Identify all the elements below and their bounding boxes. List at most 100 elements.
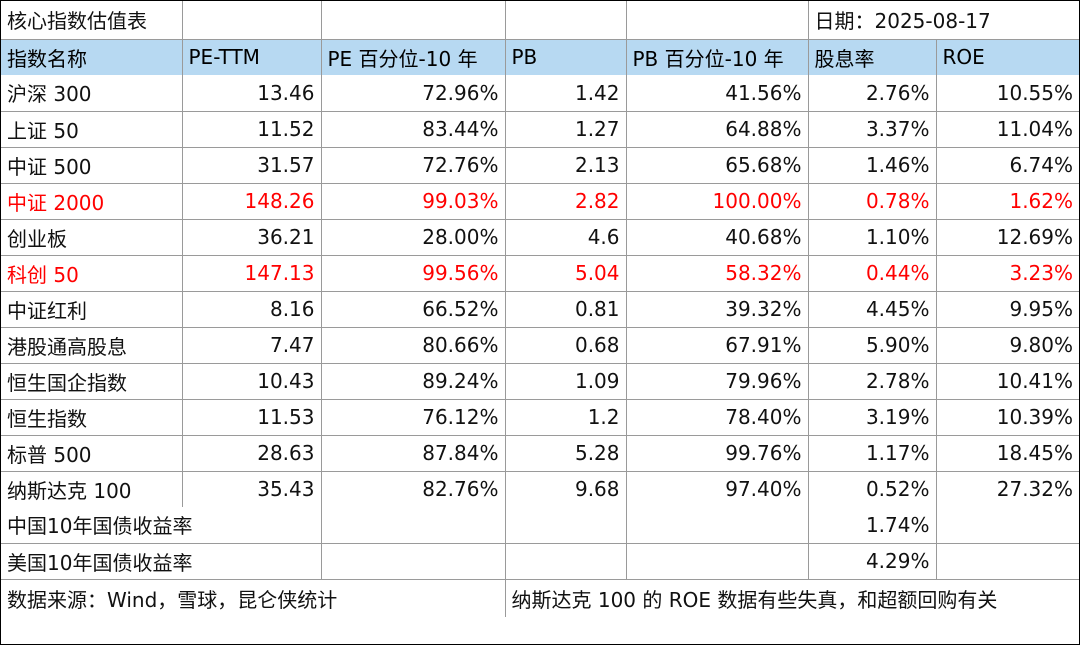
pb-cell: 1.27 [504, 110, 627, 148]
pb-percentile-cell: 78.40% [625, 398, 809, 436]
pe-ttm-cell: 35.43 [181, 470, 322, 507]
dividend-yield-cell: 4.45% [807, 290, 937, 328]
index-name-cell: 中证红利 [1, 290, 183, 328]
index-name-cell: 恒生国企指数 [1, 362, 183, 400]
pe-ttm-cell: 13.46 [181, 75, 322, 112]
bond-yield: 4.29% [807, 542, 937, 580]
table-row: 纳斯达克 100 35.43 82.76% 9.68 97.40% 0.52% 27.32% [1, 470, 1080, 507]
table-row: 沪深 300 13.46 72.96% 1.42 41.56% 2.76% 10.55% [1, 75, 1080, 112]
roe-cell: 12.69% [935, 218, 1080, 256]
index-name-cell: 上证 50 [1, 110, 183, 148]
dividend-yield-cell: 0.44% [807, 254, 937, 292]
table-row: 中证红利 8.16 66.52% 0.81 39.32% 4.45% 9.95% [1, 290, 1080, 328]
header-row: 指数名称 PE-TTM PE 百分位-10 年 PB PB 百分位-10 年 股… [1, 38, 1080, 75]
index-name-cell: 创业板 [1, 218, 183, 256]
bond-name: 美国10年国债收益率 [1, 542, 322, 580]
pe-percentile-cell: 76.12% [320, 398, 506, 436]
table-row: 科创 50 147.13 99.56% 5.04 58.32% 0.44% 3.23% [1, 254, 1080, 292]
pb-cell: 2.13 [504, 146, 627, 184]
pb-cell: 0.68 [504, 326, 627, 364]
pb-cell: 9.68 [504, 470, 627, 507]
empty-cell [181, 1, 322, 40]
bond-yield: 1.74% [807, 507, 937, 544]
pe-percentile-cell: 83.44% [320, 110, 506, 148]
title-row: 核心指数估值表 日期：2025-08-17 [1, 1, 1080, 40]
dividend-yield-cell: 0.78% [807, 182, 937, 220]
empty-cell [504, 542, 627, 580]
pb-cell: 4.6 [504, 218, 627, 256]
empty-cell [320, 507, 506, 544]
roe-cell: 10.55% [935, 75, 1080, 112]
pb-percentile-cell: 39.32% [625, 290, 809, 328]
pe-percentile-cell: 82.76% [320, 470, 506, 507]
empty-cell [504, 507, 627, 544]
table-title: 核心指数估值表 [1, 1, 183, 40]
pb-cell: 5.28 [504, 434, 627, 472]
date-label: 日期：2025-08-17 [807, 1, 1080, 40]
table-row: 恒生国企指数 10.43 89.24% 1.09 79.96% 2.78% 10.41% [1, 362, 1080, 400]
roe-cell: 9.80% [935, 326, 1080, 364]
pe-ttm-cell: 28.63 [181, 434, 322, 472]
pb-percentile-cell: 79.96% [625, 362, 809, 400]
dividend-yield-cell: 1.10% [807, 218, 937, 256]
pb-cell: 2.82 [504, 182, 627, 220]
empty-cell [320, 1, 506, 40]
roe-cell: 3.23% [935, 254, 1080, 292]
pe-ttm-cell: 147.13 [181, 254, 322, 292]
data-rows: 沪深 300 13.46 72.96% 1.42 41.56% 2.76% 10.55% 上证… [1, 75, 1080, 507]
pe-ttm-cell: 11.53 [181, 398, 322, 436]
pb-percentile-cell: 100.00% [625, 182, 809, 220]
bond-row: 中国10年国债收益率 1.74% [1, 507, 1080, 544]
valuation-table: 核心指数估值表 日期：2025-08-17 指数名称 PE-TTM PE 百分位… [1, 1, 1080, 617]
index-name-cell: 中证 500 [1, 146, 183, 184]
empty-cell [625, 507, 809, 544]
pb-percentile-cell: 99.76% [625, 434, 809, 472]
index-name-cell: 港股通高股息 [1, 326, 183, 364]
empty-cell [935, 542, 1080, 580]
pe-percentile-cell: 72.96% [320, 75, 506, 112]
header-roe: ROE [935, 38, 1080, 75]
roe-cell: 6.74% [935, 146, 1080, 184]
dividend-yield-cell: 3.19% [807, 398, 937, 436]
pe-percentile-cell: 99.03% [320, 182, 506, 220]
pe-ttm-cell: 10.43 [181, 362, 322, 400]
dividend-yield-cell: 1.46% [807, 146, 937, 184]
pb-percentile-cell: 41.56% [625, 75, 809, 112]
dividend-yield-cell: 1.17% [807, 434, 937, 472]
pb-percentile-cell: 67.91% [625, 326, 809, 364]
pe-ttm-cell: 11.52 [181, 110, 322, 148]
header-pe-percentile: PE 百分位-10 年 [320, 38, 506, 75]
table-row: 中证 2000 148.26 99.03% 2.82 100.00% 0.78% 1.62% [1, 182, 1080, 220]
pe-ttm-cell: 148.26 [181, 182, 322, 220]
data-source: 数据来源：Wind，雪球，昆仑侠统计 [1, 578, 506, 617]
pe-percentile-cell: 66.52% [320, 290, 506, 328]
table-row: 中证 500 31.57 72.76% 2.13 65.68% 1.46% 6.74% [1, 146, 1080, 184]
roe-cell: 10.39% [935, 398, 1080, 436]
pe-percentile-cell: 28.00% [320, 218, 506, 256]
roe-cell: 11.04% [935, 110, 1080, 148]
pe-percentile-cell: 80.66% [320, 326, 506, 364]
table-row: 创业板 36.21 28.00% 4.6 40.68% 1.10% 12.69% [1, 218, 1080, 256]
header-dividend-yield: 股息率 [807, 38, 937, 75]
header-pb-percentile: PB 百分位-10 年 [625, 38, 809, 75]
pb-percentile-cell: 65.68% [625, 146, 809, 184]
dividend-yield-cell: 5.90% [807, 326, 937, 364]
pb-percentile-cell: 64.88% [625, 110, 809, 148]
table-row: 标普 500 28.63 87.84% 5.28 99.76% 1.17% 18.45% [1, 434, 1080, 472]
dividend-yield-cell: 3.37% [807, 110, 937, 148]
roe-cell: 1.62% [935, 182, 1080, 220]
header-pb: PB [504, 38, 627, 75]
bond-name: 中国10年国债收益率 [1, 507, 322, 544]
pb-cell: 1.2 [504, 398, 627, 436]
roe-cell: 27.32% [935, 470, 1080, 507]
pb-cell: 0.81 [504, 290, 627, 328]
pe-ttm-cell: 8.16 [181, 290, 322, 328]
index-name-cell: 科创 50 [1, 254, 183, 292]
pe-percentile-cell: 72.76% [320, 146, 506, 184]
dividend-yield-cell: 0.52% [807, 470, 937, 507]
index-name-cell: 沪深 300 [1, 75, 183, 112]
index-name-cell: 纳斯达克 100 [1, 470, 183, 507]
empty-cell [320, 542, 506, 580]
empty-cell [504, 1, 627, 40]
pb-cell: 5.04 [504, 254, 627, 292]
